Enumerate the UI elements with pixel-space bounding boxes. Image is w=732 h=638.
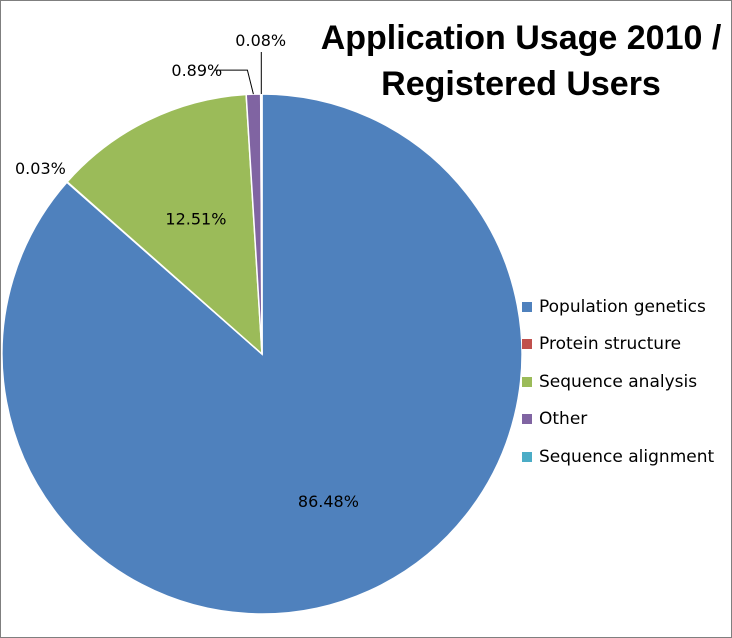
- legend-label: Protein structure: [539, 334, 682, 355]
- legend-label: Population genetics: [539, 296, 706, 317]
- leader-lines: [214, 52, 262, 95]
- legend-swatch: [522, 414, 532, 425]
- legend-item-other: Other: [522, 401, 714, 439]
- legend-item-population-genetics: Population genetics: [522, 288, 714, 326]
- chart-title-line-1: Application Usage 2010 /: [320, 19, 722, 57]
- data-label-protein-structure: 0.03%: [15, 159, 66, 178]
- pie-slice-sequence-analysis: [66, 93, 263, 356]
- legend-label: Sequence alignment: [539, 446, 715, 467]
- legend-item-sequence-analysis: Sequence analysis: [522, 363, 714, 401]
- legend-item-protein-structure: Protein structure: [522, 326, 714, 364]
- chart-title-line-2: Registered Users: [381, 65, 661, 103]
- data-label-sequence-analysis: 12.51%: [165, 210, 226, 229]
- legend-label: Other: [539, 409, 588, 430]
- data-label-other: 0.89%: [171, 61, 222, 80]
- legend: Population genetics Protein structure Se…: [522, 288, 714, 476]
- data-label-population-genetics: 86.48%: [298, 492, 359, 511]
- data-labels: 86.48% 0.03% 12.51% 0.89% 0.08%: [15, 31, 359, 511]
- legend-item-sequence-alignment: Sequence alignment: [522, 438, 714, 476]
- legend-swatch: [522, 339, 532, 350]
- pie-slices: [1, 93, 523, 615]
- leader-line-other: [214, 69, 254, 95]
- legend-swatch: [522, 376, 532, 387]
- data-label-sequence-alignment: 0.08%: [235, 31, 286, 50]
- legend-swatch: [522, 301, 532, 312]
- legend-swatch: [522, 451, 532, 462]
- legend-label: Sequence analysis: [539, 371, 698, 392]
